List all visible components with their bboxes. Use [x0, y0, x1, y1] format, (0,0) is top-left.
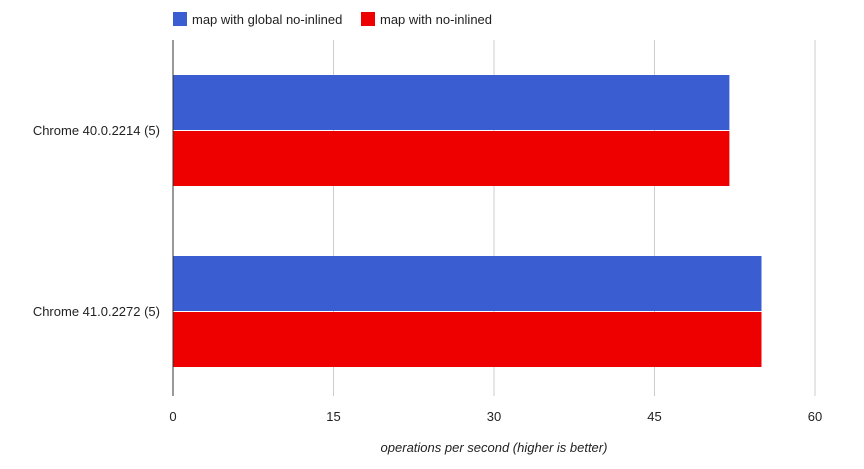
- bar: [173, 256, 762, 311]
- legend-label: map with no-inlined: [380, 12, 492, 27]
- legend-swatch: [361, 12, 375, 26]
- category-label: Chrome 41.0.2272 (5): [33, 304, 160, 319]
- category-label: Chrome 40.0.2214 (5): [33, 123, 160, 138]
- x-axis-title: operations per second (higher is better): [381, 440, 608, 455]
- legend-swatch: [173, 12, 187, 26]
- x-tick-label: 30: [487, 409, 501, 424]
- bars: [173, 75, 762, 367]
- bar: [173, 75, 730, 130]
- legend-label: map with global no-inlined: [192, 12, 342, 27]
- x-tick-label: 45: [647, 409, 661, 424]
- bar: [173, 312, 762, 367]
- x-tick-labels: 0 15 30 45 60: [169, 409, 822, 424]
- x-tick-label: 0: [169, 409, 176, 424]
- category-labels: Chrome 40.0.2214 (5) Chrome 41.0.2272 (5): [33, 123, 160, 319]
- legend: map with global no-inlined map with no-in…: [173, 12, 492, 27]
- x-tick-label: 60: [808, 409, 822, 424]
- x-tick-label: 15: [326, 409, 340, 424]
- bar: [173, 131, 730, 186]
